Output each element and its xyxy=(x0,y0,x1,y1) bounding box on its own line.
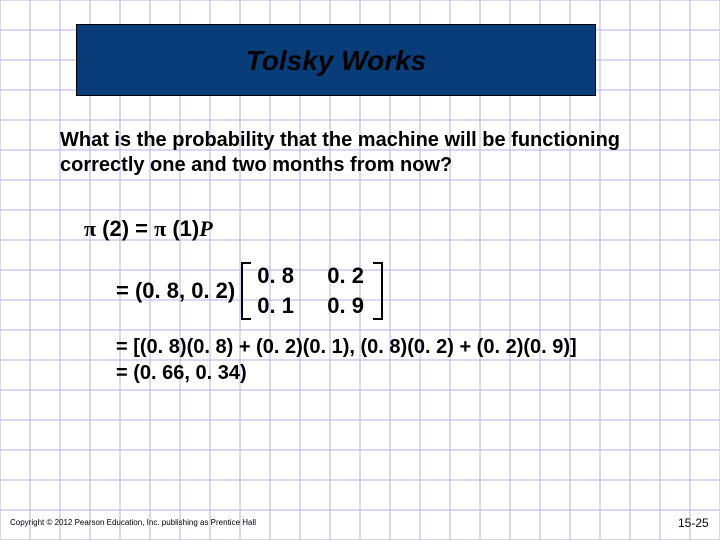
eq2-prefix: = (0. 8, 0. 2) xyxy=(116,278,235,304)
title-box: Tolsky Works xyxy=(76,24,596,96)
result-line: = [(0. 8)(0. 8) + (0. 2)(0. 1), (0. 8)(0… xyxy=(116,336,577,362)
eq1-rhs: (1) xyxy=(166,216,199,241)
matrix-cell: 0. 1 xyxy=(257,292,311,320)
copyright-text: Copyright © 2012 Pearson Education, Inc.… xyxy=(10,518,256,527)
transition-matrix: 0. 80. 20. 10. 9 xyxy=(255,260,369,322)
equation-matrix: = (0. 8, 0. 2) 0. 80. 20. 10. 9 xyxy=(116,260,383,322)
matrix-cell: 0. 9 xyxy=(313,292,367,320)
matrix-P: P xyxy=(199,216,212,241)
question-text: What is the probability that the machine… xyxy=(60,128,660,178)
slide-number: 15-25 xyxy=(678,516,709,530)
equation-pi2: π (2) = π (1)P xyxy=(84,216,213,242)
eq1-lhs: (2) = xyxy=(96,216,154,241)
left-bracket-icon xyxy=(241,262,251,320)
pi-symbol: π xyxy=(154,216,166,241)
equation-result: = [(0. 8)(0. 8) + (0. 2)(0. 1), (0. 8)(0… xyxy=(116,336,577,388)
slide-title: Tolsky Works xyxy=(77,25,595,97)
matrix-cell: 0. 2 xyxy=(313,262,367,290)
pi-symbol: π xyxy=(84,216,96,241)
matrix-cell: 0. 8 xyxy=(257,262,311,290)
result-line: = (0. 66, 0. 34) xyxy=(116,362,577,388)
right-bracket-icon xyxy=(373,262,383,320)
